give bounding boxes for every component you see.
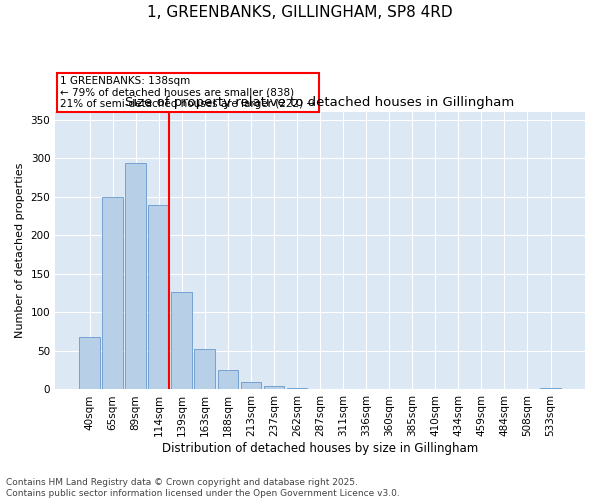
Bar (79, 337, 100, 390)
Bar (540, 388, 561, 390)
Bar (194, 348, 215, 390)
Bar (125, 163, 146, 390)
Text: 1, GREENBANKS, GILLINGHAM, SP8 4RD: 1, GREENBANKS, GILLINGHAM, SP8 4RD (147, 5, 453, 20)
Bar (287, 388, 307, 390)
Bar (263, 386, 284, 390)
Text: Contains HM Land Registry data © Crown copyright and database right 2025.
Contai: Contains HM Land Registry data © Crown c… (6, 478, 400, 498)
Y-axis label: Number of detached properties: Number of detached properties (15, 163, 25, 338)
X-axis label: Distribution of detached houses by size in Gillingham: Distribution of detached houses by size … (162, 442, 478, 455)
Bar (102, 197, 123, 390)
Bar (241, 382, 262, 390)
Bar (172, 292, 192, 390)
Text: 1 GREENBANKS: 138sqm
← 79% of detached houses are smaller (838)
21% of semi-deta: 1 GREENBANKS: 138sqm ← 79% of detached h… (61, 76, 316, 110)
Title: Size of property relative to detached houses in Gillingham: Size of property relative to detached ho… (125, 96, 515, 110)
Bar (218, 370, 238, 390)
Bar (148, 204, 169, 390)
